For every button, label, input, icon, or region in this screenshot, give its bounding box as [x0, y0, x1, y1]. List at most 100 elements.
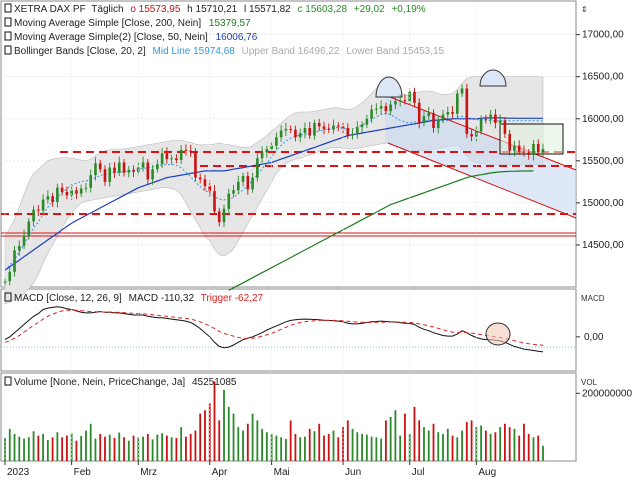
candle-body	[217, 211, 221, 223]
candle-body	[165, 153, 169, 160]
volume-tick-label: 200000000	[582, 388, 632, 399]
volume-bar	[470, 420, 473, 461]
volume-bar	[351, 428, 354, 461]
volume-bar	[323, 435, 325, 461]
volume-bar	[165, 435, 168, 461]
volume-bar	[251, 413, 254, 461]
volume-bar	[156, 434, 159, 461]
top-arc-2	[479, 69, 507, 87]
candle-body	[56, 187, 59, 203]
candle-body	[394, 101, 397, 105]
x-tick-label: 2023	[7, 467, 30, 478]
volume-bar	[151, 439, 154, 461]
x-tick-label: Mai	[274, 467, 290, 478]
volume-panel-frame	[0, 372, 577, 462]
volume-bar	[327, 433, 330, 461]
volume-bar	[223, 389, 225, 461]
candle-body	[75, 190, 78, 194]
close-value: c 15603,28	[298, 4, 348, 15]
candle-body	[117, 162, 121, 173]
price-tick-label: 15500,00	[582, 156, 624, 167]
candle-body	[103, 169, 107, 182]
volume-bar	[132, 435, 135, 461]
volume-bar	[375, 437, 378, 461]
x-tick-label: Jul	[412, 467, 425, 478]
volume-bar	[542, 445, 544, 461]
candle-body	[356, 127, 359, 134]
volume-bar	[508, 427, 511, 461]
volume-bar	[432, 423, 435, 461]
candle-body	[113, 167, 116, 173]
candle-body	[89, 175, 92, 188]
volume-bar	[261, 428, 263, 461]
volume-bar	[494, 432, 497, 461]
volume-y-axis: 200000000	[576, 388, 632, 399]
candle-body	[208, 186, 212, 192]
volume-bar	[18, 436, 21, 461]
volume-bar	[365, 434, 368, 461]
candle-body	[317, 122, 321, 127]
collapse-arrow-icon[interactable]: ⇕	[581, 5, 588, 14]
bb-legend: Bollinger Bands [Close, 20, 2]	[14, 46, 146, 57]
candle-body	[384, 106, 388, 112]
candle-body	[232, 190, 235, 194]
volume-bar	[442, 433, 444, 461]
macd-panel-frame	[0, 288, 577, 372]
candle-body	[298, 133, 302, 138]
candle-body	[65, 191, 69, 196]
price-tick-label: 17000,00	[582, 30, 624, 41]
candle-body	[427, 112, 431, 117]
volume-bar	[304, 436, 306, 461]
volume-bar	[289, 420, 292, 461]
volume-bar	[70, 433, 73, 461]
volume-bar	[532, 437, 535, 461]
volume-bar	[23, 438, 25, 461]
volume-bar	[499, 427, 502, 461]
x-tick-label: Aug	[478, 467, 496, 478]
volume-bar	[480, 425, 483, 461]
candle-body	[146, 162, 150, 180]
volume-bar	[451, 435, 454, 461]
volume-bar	[175, 437, 178, 461]
volume-bar	[208, 403, 211, 461]
price-tick-label: 16000,00	[582, 114, 624, 125]
candle-body	[422, 116, 426, 123]
candle-body	[432, 112, 435, 129]
candle-body	[470, 133, 473, 137]
candle-body	[413, 91, 416, 103]
candle-body	[398, 100, 402, 102]
channel-upper-line	[384, 94, 577, 171]
volume-bar	[170, 437, 173, 461]
price-tick-label: 15000,00	[582, 198, 624, 209]
candle-body	[37, 209, 40, 211]
candle-body	[79, 188, 83, 194]
sma50-line	[4, 117, 543, 271]
macd-y-axis: 0,00	[576, 332, 604, 343]
candle-body	[108, 167, 112, 182]
candle-body	[184, 149, 188, 151]
volume-bar	[256, 420, 259, 461]
volume-bar	[104, 436, 106, 461]
candle-body	[379, 106, 383, 109]
volume-bar	[242, 430, 244, 461]
candle-body	[494, 114, 497, 123]
volume-bar	[180, 427, 183, 461]
candle-body	[436, 119, 440, 129]
volume-bar	[61, 437, 64, 461]
volume-bar	[399, 435, 402, 461]
volume-bar	[75, 440, 78, 461]
volume-bar	[46, 440, 49, 461]
candle-body	[13, 250, 16, 272]
volume-bar	[456, 437, 459, 461]
candle-body	[141, 162, 145, 168]
period-label: Täglich	[91, 4, 123, 15]
svg-text:MACD [Close, 12, 26, 9]: MACD [Close, 12, 26, 9] MACD -110,32 Tri…	[14, 293, 264, 304]
price-y-axis: 14500,00 15000,00 15500,00 16000,00 16500,00…	[576, 30, 624, 251]
macd-line	[4, 306, 544, 353]
candle-body	[203, 179, 207, 187]
volume-bar	[413, 406, 416, 461]
volume-bar	[370, 436, 373, 461]
change-value: +29,02	[354, 4, 385, 15]
volume-bar	[185, 436, 187, 461]
